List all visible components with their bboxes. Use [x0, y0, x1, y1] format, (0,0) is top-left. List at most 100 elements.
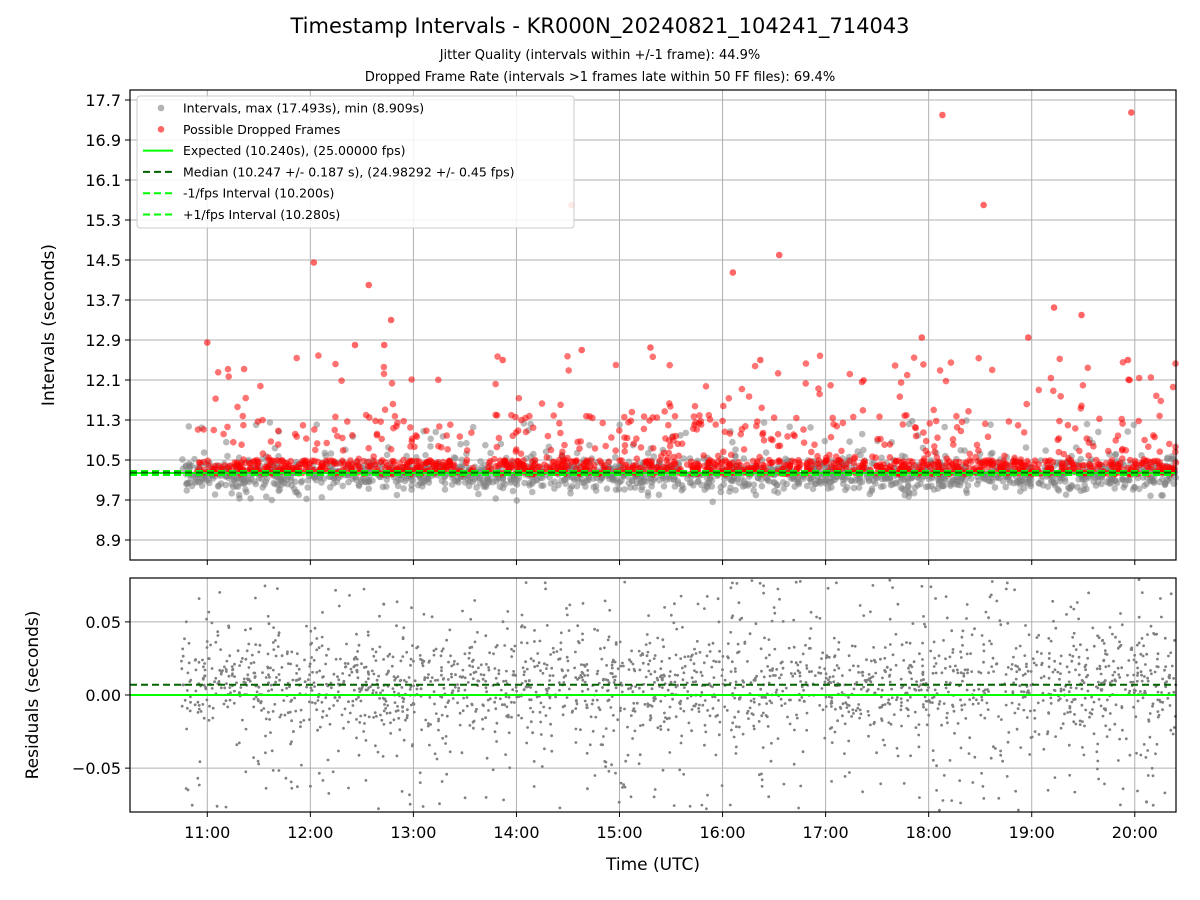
residual-point [721, 655, 725, 658]
residual-point [1074, 648, 1078, 651]
residual-point [1058, 662, 1062, 665]
residual-point [214, 640, 218, 644]
residual-point [830, 741, 834, 744]
residual-point [830, 705, 833, 708]
residual-point [404, 718, 407, 722]
dropped-point [1105, 447, 1112, 455]
residual-point [1026, 669, 1030, 673]
residual-point [444, 735, 448, 738]
residual-point [835, 581, 838, 585]
residual-point [914, 726, 918, 729]
residual-point [1027, 633, 1031, 637]
residual-point [1131, 680, 1135, 684]
residual-point [242, 680, 246, 684]
residual-point [332, 672, 336, 676]
residual-point [1108, 728, 1112, 731]
residual-point [1099, 672, 1103, 676]
residual-point [1148, 712, 1152, 715]
residual-point [723, 705, 727, 709]
residual-point [1017, 703, 1021, 706]
interval-point [732, 446, 739, 453]
dropped-point [896, 393, 904, 401]
residual-point [871, 675, 875, 678]
residual-point [932, 665, 936, 668]
residual-point [512, 673, 516, 677]
residual-point [760, 695, 764, 699]
residual-point [613, 660, 617, 664]
residual-point [246, 673, 250, 677]
interval-point [1126, 476, 1133, 484]
residual-point [972, 696, 975, 700]
dropped-point [1085, 452, 1092, 459]
residual-point [1167, 675, 1171, 679]
residual-point [259, 701, 263, 705]
dropped-point [366, 414, 373, 421]
interval-point [771, 487, 778, 495]
residual-point [389, 732, 393, 735]
residual-point [921, 658, 924, 661]
residual-point [557, 681, 561, 685]
interval-point [223, 438, 230, 446]
residual-point [659, 724, 662, 728]
residual-point [590, 702, 594, 706]
residual-point [1073, 790, 1077, 794]
interval-point [509, 487, 517, 495]
residual-point [429, 723, 432, 726]
dropped-point [380, 363, 388, 371]
residual-point [900, 701, 903, 704]
residual-point [454, 673, 457, 677]
residual-point [1079, 643, 1082, 647]
interval-point [1035, 479, 1042, 487]
residual-point [252, 705, 256, 709]
interval-point [540, 482, 547, 489]
residual-point [315, 648, 319, 652]
interval-point [214, 483, 222, 490]
residual-point [741, 732, 745, 736]
residual-point [991, 656, 995, 660]
residual-point [1042, 747, 1046, 751]
dropped-point [378, 435, 386, 443]
residual-point [308, 673, 311, 677]
dropped-point [424, 459, 431, 466]
residual-point [347, 786, 350, 790]
residual-point [318, 669, 321, 673]
dropped-point [390, 424, 397, 432]
residual-point [885, 666, 889, 669]
residual-point [520, 641, 523, 644]
residual-point [263, 584, 267, 588]
residual-point [481, 677, 485, 681]
residual-point [1126, 673, 1129, 677]
dropped-point [339, 447, 347, 454]
dropped-point [630, 440, 638, 448]
residual-point [421, 805, 425, 808]
residual-point [852, 712, 855, 715]
residual-point [523, 625, 527, 629]
residual-point [595, 698, 599, 702]
residual-point [232, 701, 236, 705]
residual-point [336, 675, 339, 679]
interval-point [1149, 477, 1157, 485]
residual-point [308, 665, 312, 668]
residual-point [612, 729, 616, 732]
interval-point [313, 421, 321, 429]
residual-point [284, 776, 288, 780]
residual-point [337, 678, 341, 682]
residual-point [1133, 653, 1137, 657]
residual-point [712, 676, 716, 679]
residual-point [1118, 645, 1122, 648]
residual-point [1005, 581, 1009, 585]
residual-point [523, 670, 526, 674]
residual-point [858, 716, 861, 720]
residual-point [896, 602, 900, 606]
dropped-point [407, 424, 414, 431]
dropped-point [1084, 364, 1092, 372]
residual-point [623, 707, 626, 711]
residual-point [982, 797, 986, 800]
residual-point [887, 698, 891, 702]
dropped-point [800, 426, 807, 433]
dropped-point [565, 462, 572, 470]
residual-point [378, 645, 382, 649]
residual-point [1078, 723, 1082, 726]
residual-point [593, 774, 597, 777]
